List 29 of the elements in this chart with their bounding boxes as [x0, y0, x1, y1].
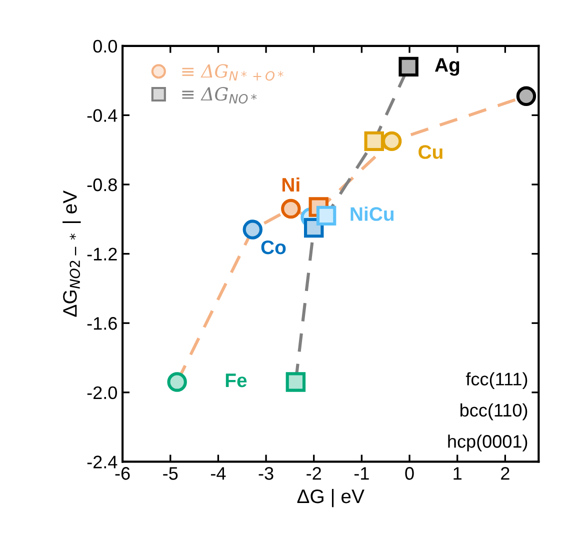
annotation: hcp(0001): [448, 434, 528, 452]
annotation: bcc(110): [460, 403, 528, 420]
annotation: Ni: [282, 177, 300, 192]
y-tick-label: -1.6: [87, 317, 117, 330]
x-tick-label: -2: [306, 467, 321, 480]
x-axis-title: ΔG | eV: [297, 488, 364, 508]
legend-label: ≡ ΔG$_{NO*}$: [182, 87, 257, 104]
annotation: Ag: [434, 58, 460, 76]
annotation: NiCu: [350, 206, 394, 221]
y-tick-label: -2.4: [87, 456, 118, 468]
x-tick-label: -5: [163, 467, 178, 480]
x-tick-label: -6: [115, 467, 130, 480]
x-tick-label: -4: [210, 467, 226, 480]
annotation: Cu: [418, 145, 442, 159]
y-tick-label: -2.0: [87, 386, 117, 400]
y-tick-label: -1.2: [87, 248, 117, 260]
y-tick-label: -0.8: [87, 178, 117, 192]
x-tick-label: 2: [501, 467, 510, 480]
annotation: fcc(111): [466, 372, 528, 390]
y-tick-label: -0.4: [87, 109, 118, 122]
legend-label: ≡ ΔG$_{N*+O*}$: [182, 64, 284, 81]
y-tick-label: 0.0: [93, 40, 117, 53]
x-tick-label: -3: [258, 467, 274, 480]
x-tick-label: 0: [405, 467, 414, 480]
annotation: Fe: [226, 374, 247, 388]
x-tick-label: 1: [454, 467, 462, 480]
y-axis-title: ΔG$_{NO2−*}$ | eV: [62, 190, 81, 317]
annotation: Co: [261, 240, 286, 254]
x-tick-label: -1: [354, 467, 369, 480]
